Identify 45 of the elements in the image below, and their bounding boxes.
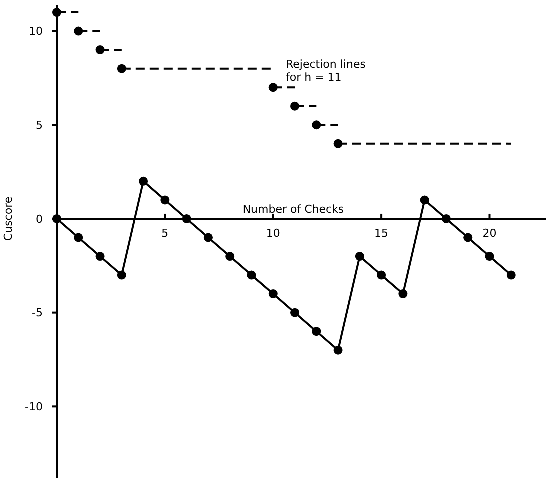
point: [334, 346, 343, 355]
point: [485, 252, 494, 262]
point: [74, 233, 84, 242]
y-tick-label: 5: [36, 118, 43, 132]
x-tick-label: 20: [482, 226, 497, 240]
point: [204, 233, 213, 242]
x-axis-tick: 15: [374, 214, 389, 240]
point: [117, 64, 126, 74]
point: [226, 252, 235, 262]
point: [96, 252, 105, 262]
x-axis-title: Number of Checks: [242, 202, 344, 216]
annotation: Rejection lines for h = 11: [286, 58, 366, 84]
y-tick-label: 0: [36, 212, 43, 226]
point: [377, 270, 386, 280]
point: [506, 270, 516, 280]
y-tick-label: -10: [25, 400, 43, 414]
point: [268, 83, 278, 92]
point: [442, 214, 451, 224]
point: [355, 252, 364, 262]
point: [117, 270, 126, 280]
point: [312, 120, 322, 130]
point: [464, 233, 473, 242]
x-axis-tick: 10: [266, 214, 280, 240]
point: [74, 26, 84, 36]
point: [160, 196, 170, 205]
x-tick-label: 5: [162, 226, 169, 240]
point: [247, 270, 256, 280]
point: [290, 102, 300, 111]
x-axis-tick: 20: [482, 214, 497, 240]
point: [268, 290, 278, 299]
point: [52, 8, 62, 18]
point: [182, 214, 192, 224]
y-tick-label: 10: [29, 25, 43, 38]
point: [398, 290, 408, 299]
x-axis-tick: 5: [162, 214, 169, 240]
y-tick-label: -5: [32, 306, 43, 320]
x-tick-label: 10: [266, 226, 280, 240]
y-axis-title: Cuscore: [2, 196, 15, 242]
point: [420, 196, 430, 205]
point: [139, 176, 148, 186]
x-tick-label: 15: [374, 226, 389, 240]
point: [96, 46, 105, 55]
point: [334, 139, 343, 148]
point: [312, 327, 322, 336]
point: [290, 308, 300, 318]
